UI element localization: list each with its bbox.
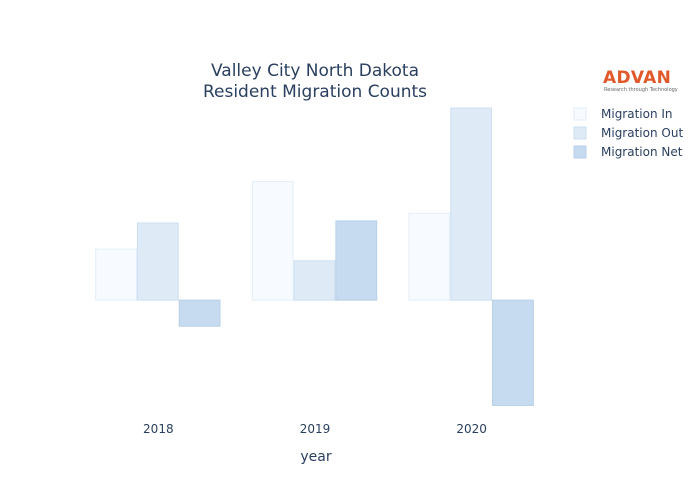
legend-item-migration-out[interactable]: Migration Out bbox=[573, 126, 683, 140]
chart-title-line-2: Resident Migration Counts bbox=[203, 82, 427, 102]
chart-title-line-1: Valley City North Dakota bbox=[211, 61, 419, 81]
advan-logo-wordmark: ADVAN bbox=[603, 68, 671, 88]
bar-migration-net-2019[interactable] bbox=[335, 220, 378, 301]
legend-swatch bbox=[573, 145, 587, 159]
bar-migration-net-2020[interactable] bbox=[492, 299, 534, 406]
legend-swatch bbox=[573, 107, 587, 121]
x-tick-label-2018: 2018 bbox=[143, 422, 174, 436]
bar-migration-in-2018[interactable] bbox=[95, 248, 137, 301]
bars-layer bbox=[95, 107, 534, 406]
bar-migration-net-2018[interactable] bbox=[178, 299, 221, 327]
advan-logo-tagline: Research through Technology bbox=[604, 87, 678, 93]
x-tick-label-2020: 2020 bbox=[456, 422, 487, 436]
bar-migration-out-2018[interactable] bbox=[136, 222, 179, 301]
legend-label: Migration Out bbox=[601, 126, 683, 140]
legend-label: Migration In bbox=[601, 107, 673, 121]
legend[interactable]: Migration In Migration Out Migration Net bbox=[573, 107, 683, 159]
chart-title: Valley City North Dakota Resident Migrat… bbox=[203, 61, 427, 102]
advan-logo: ADVAN Research through Technology bbox=[603, 68, 678, 93]
legend-swatch bbox=[573, 126, 587, 140]
legend-item-migration-net[interactable]: Migration Net bbox=[573, 145, 683, 159]
legend-item-migration-in[interactable]: Migration In bbox=[573, 107, 673, 121]
x-axis-ticks: 2018 2019 2020 bbox=[143, 422, 487, 436]
x-axis-title: year bbox=[300, 449, 331, 465]
bar-migration-out-2020[interactable] bbox=[450, 107, 493, 301]
bar-migration-in-2019[interactable] bbox=[251, 181, 294, 301]
legend-label: Migration Net bbox=[601, 145, 683, 159]
bar-migration-in-2020[interactable] bbox=[408, 212, 451, 301]
x-tick-label-2019: 2019 bbox=[300, 422, 331, 436]
bar-migration-out-2019[interactable] bbox=[293, 260, 336, 301]
